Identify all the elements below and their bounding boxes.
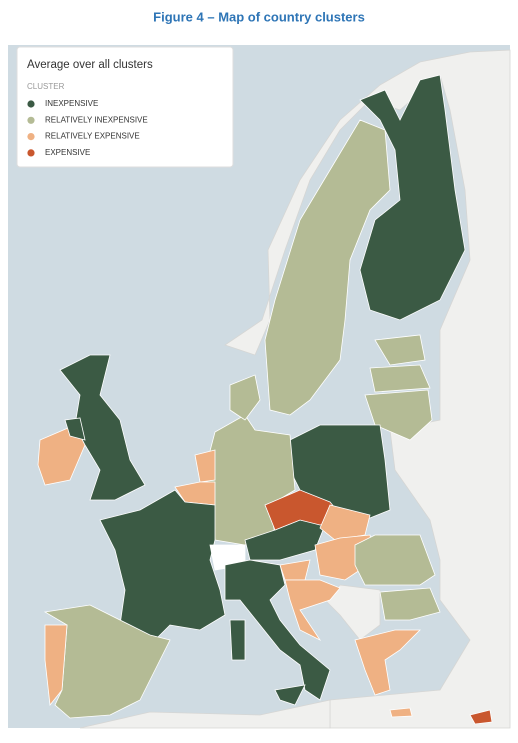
country xyxy=(379,587,441,621)
country xyxy=(229,619,246,661)
country xyxy=(389,707,413,718)
country xyxy=(354,534,436,586)
map xyxy=(8,45,511,729)
country xyxy=(284,579,341,642)
legend-label: RELATIVELY EXPENSIVE xyxy=(45,132,140,141)
country xyxy=(354,629,421,696)
country xyxy=(44,624,68,707)
legend-marker xyxy=(27,149,35,157)
country xyxy=(274,684,306,706)
country xyxy=(229,374,261,421)
country xyxy=(374,334,426,366)
country xyxy=(469,709,493,725)
country xyxy=(369,364,431,393)
legend-label: RELATIVELY INEXPENSIVE xyxy=(45,115,148,124)
legend-heading: CLUSTER xyxy=(27,82,65,91)
country xyxy=(64,417,86,441)
legend: Average over all clusters CLUSTER INEXPE… xyxy=(16,46,234,168)
country xyxy=(194,449,216,483)
legend-title: Average over all clusters xyxy=(27,59,153,71)
legend-marker xyxy=(27,116,35,124)
legend-label: EXPENSIVE xyxy=(45,148,90,157)
legend-marker xyxy=(27,133,35,141)
country xyxy=(264,119,391,416)
legend-label: INEXPENSIVE xyxy=(45,99,98,108)
country xyxy=(99,489,226,641)
country xyxy=(224,559,331,701)
legend-box xyxy=(16,46,234,168)
country xyxy=(359,74,466,321)
figure-title: Figure 4 – Map of country clusters xyxy=(153,9,365,24)
legend-marker xyxy=(27,100,35,108)
land xyxy=(79,699,331,729)
country xyxy=(364,389,433,441)
